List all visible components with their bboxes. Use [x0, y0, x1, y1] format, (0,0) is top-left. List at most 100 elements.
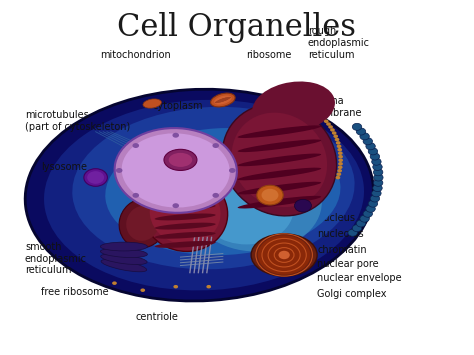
Ellipse shape	[222, 104, 337, 216]
Ellipse shape	[252, 82, 335, 133]
Circle shape	[140, 289, 145, 292]
Ellipse shape	[251, 234, 317, 276]
Circle shape	[336, 141, 340, 144]
Ellipse shape	[119, 199, 166, 248]
Ellipse shape	[190, 153, 322, 251]
Circle shape	[328, 125, 333, 129]
Circle shape	[374, 169, 383, 176]
Text: chromatin: chromatin	[317, 245, 367, 255]
Circle shape	[87, 171, 104, 184]
Ellipse shape	[155, 232, 216, 239]
Circle shape	[337, 173, 341, 176]
Ellipse shape	[155, 241, 216, 248]
Ellipse shape	[237, 125, 321, 138]
Text: nuclear envelope: nuclear envelope	[317, 273, 402, 283]
Ellipse shape	[237, 140, 321, 152]
Text: Cell Organelles: Cell Organelles	[118, 12, 356, 43]
Circle shape	[374, 174, 383, 181]
Text: ribosome: ribosome	[246, 49, 291, 60]
Ellipse shape	[143, 174, 228, 251]
Ellipse shape	[237, 154, 321, 166]
Circle shape	[212, 193, 219, 198]
Ellipse shape	[105, 128, 340, 255]
Text: Golgi complex: Golgi complex	[317, 289, 387, 299]
Circle shape	[372, 190, 381, 197]
Text: centriole: centriole	[136, 312, 178, 322]
Text: nucleolus: nucleolus	[317, 229, 364, 239]
Circle shape	[262, 189, 278, 201]
Circle shape	[332, 131, 337, 135]
Ellipse shape	[218, 98, 228, 102]
Text: plasma
membrane: plasma membrane	[308, 96, 361, 118]
Circle shape	[212, 143, 219, 148]
Ellipse shape	[115, 128, 237, 213]
Circle shape	[132, 143, 139, 148]
Circle shape	[264, 240, 304, 270]
Text: rough
endoplasmic
reticulum: rough endoplasmic reticulum	[308, 26, 370, 60]
Circle shape	[337, 169, 342, 173]
Ellipse shape	[73, 107, 355, 269]
Circle shape	[206, 285, 211, 289]
Ellipse shape	[143, 99, 162, 108]
Ellipse shape	[155, 186, 216, 193]
Circle shape	[337, 148, 342, 152]
Circle shape	[338, 158, 343, 162]
Circle shape	[116, 168, 122, 173]
Ellipse shape	[216, 97, 229, 103]
Circle shape	[173, 203, 179, 208]
Circle shape	[372, 158, 381, 165]
Ellipse shape	[210, 93, 235, 107]
Ellipse shape	[155, 213, 216, 220]
Circle shape	[270, 245, 298, 266]
Circle shape	[360, 133, 369, 140]
Circle shape	[333, 135, 338, 138]
Circle shape	[366, 205, 375, 212]
Circle shape	[352, 123, 362, 130]
Ellipse shape	[232, 113, 327, 207]
Text: microtubules
(part of cytoskeleton): microtubules (part of cytoskeleton)	[25, 110, 130, 132]
Circle shape	[360, 215, 369, 222]
Circle shape	[363, 210, 373, 217]
Ellipse shape	[44, 100, 364, 290]
Text: mitochondrion: mitochondrion	[100, 49, 171, 60]
Circle shape	[229, 168, 236, 173]
Circle shape	[370, 153, 380, 160]
Circle shape	[258, 235, 310, 275]
Circle shape	[173, 133, 179, 138]
Ellipse shape	[199, 174, 293, 245]
Circle shape	[335, 138, 339, 141]
Circle shape	[373, 185, 382, 192]
Circle shape	[373, 163, 382, 170]
Text: nuclear pore: nuclear pore	[317, 259, 379, 269]
Circle shape	[326, 122, 331, 126]
Circle shape	[337, 144, 341, 148]
Circle shape	[278, 251, 290, 259]
Circle shape	[112, 282, 117, 285]
Circle shape	[338, 162, 343, 165]
Ellipse shape	[25, 89, 374, 301]
Circle shape	[352, 225, 362, 232]
Text: free ribosome: free ribosome	[41, 287, 109, 297]
Circle shape	[356, 128, 366, 135]
Ellipse shape	[237, 182, 321, 195]
Ellipse shape	[237, 168, 321, 180]
Ellipse shape	[237, 196, 321, 208]
Circle shape	[366, 143, 375, 150]
Ellipse shape	[214, 95, 232, 105]
Ellipse shape	[100, 248, 147, 257]
Circle shape	[348, 229, 357, 236]
Circle shape	[368, 148, 378, 155]
Ellipse shape	[101, 259, 147, 272]
Circle shape	[330, 128, 335, 132]
Text: smooth
endoplasmic
reticulum: smooth endoplasmic reticulum	[25, 242, 87, 275]
Ellipse shape	[169, 153, 192, 167]
Circle shape	[363, 138, 373, 145]
Circle shape	[338, 155, 343, 158]
Circle shape	[84, 169, 108, 186]
Ellipse shape	[155, 204, 216, 211]
Circle shape	[294, 200, 311, 212]
Ellipse shape	[122, 133, 230, 208]
Ellipse shape	[100, 242, 147, 251]
Ellipse shape	[150, 181, 220, 244]
Ellipse shape	[100, 254, 147, 264]
